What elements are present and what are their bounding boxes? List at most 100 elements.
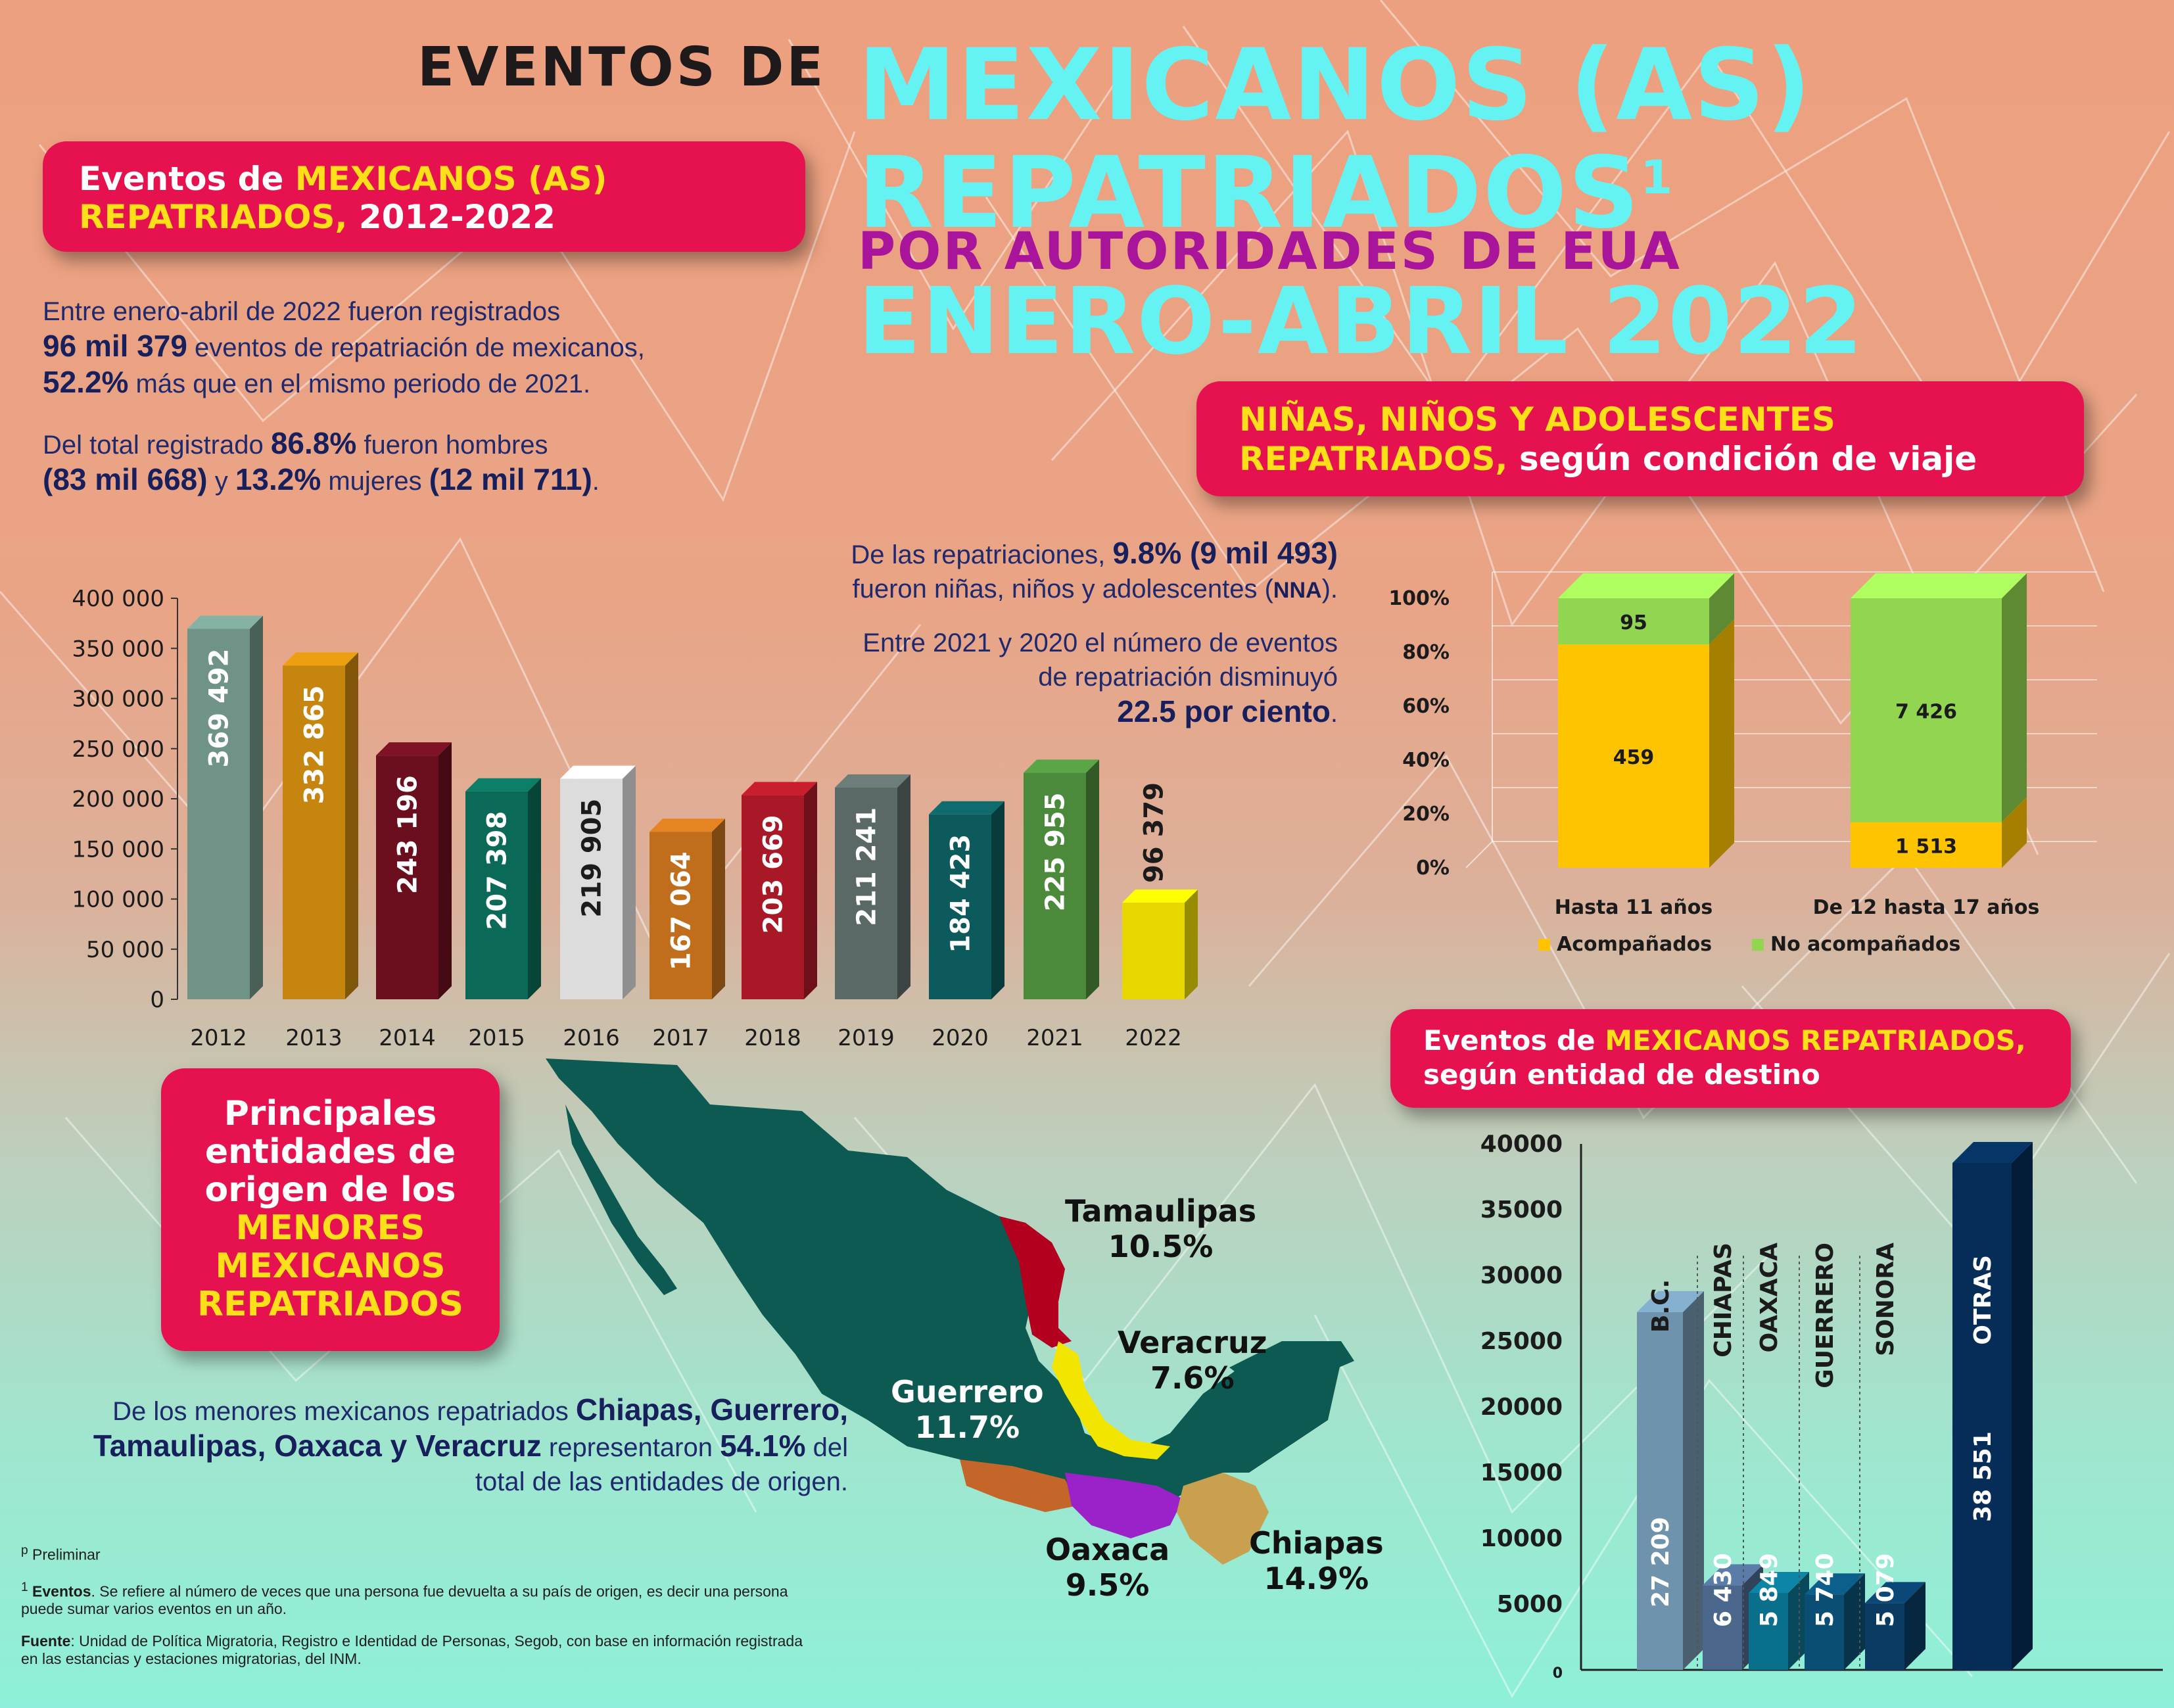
label-chiapas: Chiapas 14.9% bbox=[1249, 1525, 1384, 1596]
label-oaxaca: Oaxaca 9.5% bbox=[1045, 1532, 1170, 1603]
y-tick-label: 50 000 bbox=[86, 937, 164, 963]
bar-2018-front bbox=[742, 795, 804, 999]
x-tick-label: De 12 hasta 17 años bbox=[1813, 896, 2040, 919]
bar-value-label: 27 209 bbox=[1647, 1517, 1674, 1607]
bar-2018-side bbox=[804, 782, 817, 999]
entidad-bar-chart: 0 5000 10000 15000 20000 25000 30000 35000 40000… bbox=[1480, 1131, 2163, 1682]
stack-value-label: 7 426 bbox=[1895, 700, 1957, 723]
y-tick-label: 35000 bbox=[1480, 1197, 1563, 1223]
x-tick-label: 2017 bbox=[652, 1025, 709, 1051]
left-title-pill: Eventos de MEXICANOS (AS) REPATRIADOS, 2… bbox=[43, 141, 805, 252]
stack-1-acompanados-side bbox=[2002, 797, 2027, 868]
bar-2022-side bbox=[1185, 890, 1198, 999]
bar-2014-top bbox=[376, 742, 452, 756]
bar-2021-top bbox=[1024, 759, 1099, 773]
bar-2017 bbox=[650, 818, 725, 999]
bar-2018 bbox=[742, 782, 817, 999]
y-tick-label: 80% bbox=[1402, 641, 1450, 664]
y-tick-label: 350 000 bbox=[72, 636, 164, 662]
stack-1-acompanados-front bbox=[1851, 822, 2002, 868]
label-veracruz: Veracruz 7.6% bbox=[1118, 1325, 1267, 1396]
bar-value-label: 5 740 bbox=[1812, 1553, 1839, 1627]
x-tick-label: 2020 bbox=[932, 1025, 989, 1051]
map-text: De los menores mexicanos repatriados Chi… bbox=[93, 1392, 848, 1496]
bar-2015-top bbox=[465, 778, 541, 792]
bar-2019 bbox=[835, 774, 910, 999]
bar-2021 bbox=[1024, 759, 1099, 999]
guerrero-region bbox=[960, 1459, 1078, 1512]
stack-0-acompanados-side bbox=[1709, 619, 1734, 868]
nna-text: De las repatriaciones, 9.8% (9 mil 493) … bbox=[851, 536, 1338, 728]
bar-2017-top bbox=[650, 818, 725, 832]
legend-swatch bbox=[1752, 939, 1764, 951]
nna-stacked-chart: 0% 20% 40% 60% 80% 100% 459 95 Hasta 11 años 1 51… bbox=[1388, 571, 2097, 956]
mexico-map bbox=[546, 1058, 1354, 1565]
bar-2015-front bbox=[465, 791, 528, 999]
bar-value-label: 207 398 bbox=[483, 811, 513, 930]
y-tick-label: 150 000 bbox=[72, 836, 164, 863]
nna-title-pill: NIÑAS, NIÑOS Y ADOLESCENTES REPATRIADOS,… bbox=[1196, 381, 2084, 496]
x-tick-label: 2013 bbox=[285, 1025, 343, 1051]
y-tick-label: 0 bbox=[150, 987, 164, 1013]
bar-bc.-side bbox=[1683, 1291, 1704, 1670]
tamaulipas-region bbox=[999, 1216, 1072, 1348]
bar-2022-front bbox=[1122, 903, 1185, 999]
bar-2020 bbox=[929, 801, 1004, 999]
legend-label: Acompañados bbox=[1557, 933, 1712, 956]
bar-value-label: 5 079 bbox=[1872, 1553, 1899, 1627]
bar-2022-top bbox=[1122, 890, 1198, 903]
entidad-title-pill: Eventos de MEXICANOS REPATRIADOS, según … bbox=[1390, 1009, 2071, 1108]
y-tick-label: 15000 bbox=[1480, 1459, 1563, 1486]
category-label: OTRAS bbox=[1970, 1255, 1997, 1345]
bar-guerrero-front bbox=[1805, 1594, 1844, 1670]
x-tick-label: 2019 bbox=[838, 1025, 895, 1051]
y-tick-label: 100 000 bbox=[72, 887, 164, 913]
chiapas-region bbox=[1177, 1473, 1269, 1565]
bar-2017-front bbox=[650, 832, 712, 999]
bar-value-label: 225 955 bbox=[1041, 792, 1071, 911]
bar-value-label: 369 492 bbox=[204, 649, 235, 768]
y-tick-label: 0% bbox=[1416, 857, 1450, 880]
footnotes: p Preliminar 1 Eventos. Se refiere al nú… bbox=[21, 1544, 803, 1668]
veracruz-region bbox=[1052, 1341, 1170, 1459]
bar-oaxaca-top bbox=[1749, 1572, 1809, 1594]
y-tick-label: 250 000 bbox=[72, 736, 164, 763]
bar-2020-top bbox=[929, 801, 1004, 815]
bar-sonora-side bbox=[1904, 1582, 1926, 1670]
back-wall bbox=[1465, 572, 1493, 868]
bar-2013 bbox=[283, 652, 358, 999]
y-tick-label: 5000 bbox=[1497, 1591, 1563, 1618]
y-tick-label: 60% bbox=[1402, 695, 1450, 718]
title-line-4: POR AUTORIDADES DE EUA bbox=[858, 222, 1682, 281]
bar-2016-side bbox=[623, 765, 636, 999]
category-label: OAXACA bbox=[1756, 1243, 1783, 1353]
bar-2016-front bbox=[560, 778, 623, 999]
map-title-pill: Principales entidades de origen de los M… bbox=[161, 1068, 500, 1351]
bar-value-label: 96 379 bbox=[1139, 782, 1170, 883]
bar-otras-front bbox=[1952, 1162, 2012, 1670]
bar-2022 bbox=[1122, 890, 1198, 999]
title-line-1: EVENTOS DE bbox=[417, 36, 826, 99]
x-tick-label: 2021 bbox=[1026, 1025, 1083, 1051]
bar-bc.-top bbox=[1637, 1291, 1704, 1312]
y-tick-label: 40% bbox=[1402, 749, 1450, 772]
bar-value-label: 184 423 bbox=[946, 834, 976, 953]
bar-oaxaca-front bbox=[1749, 1593, 1788, 1670]
x-tick-label: 2014 bbox=[379, 1025, 436, 1051]
bar-2019-side bbox=[897, 774, 910, 999]
y-tick-label: 25000 bbox=[1480, 1328, 1563, 1355]
bar-guerrero bbox=[1805, 1573, 1865, 1670]
bar-value-label: 38 551 bbox=[1970, 1431, 1997, 1522]
bar-chiapas-top bbox=[1703, 1564, 1763, 1586]
x-tick-label: 2012 bbox=[190, 1025, 247, 1051]
x-tick-label: 2018 bbox=[744, 1025, 801, 1051]
y-tick-label: 10000 bbox=[1480, 1525, 1563, 1552]
bar-value-label: 6 430 bbox=[1710, 1553, 1737, 1627]
bar-value-label: 243 196 bbox=[393, 775, 423, 894]
label-guerrero: Guerrero 11.7% bbox=[891, 1374, 1044, 1445]
x-tick-label: 2022 bbox=[1125, 1025, 1182, 1051]
y-tick-label: 40000 bbox=[1480, 1131, 1563, 1158]
bar-2012-top bbox=[187, 615, 263, 629]
bar-chiapas-front bbox=[1703, 1585, 1742, 1670]
bar-guerrero-top bbox=[1805, 1573, 1865, 1595]
